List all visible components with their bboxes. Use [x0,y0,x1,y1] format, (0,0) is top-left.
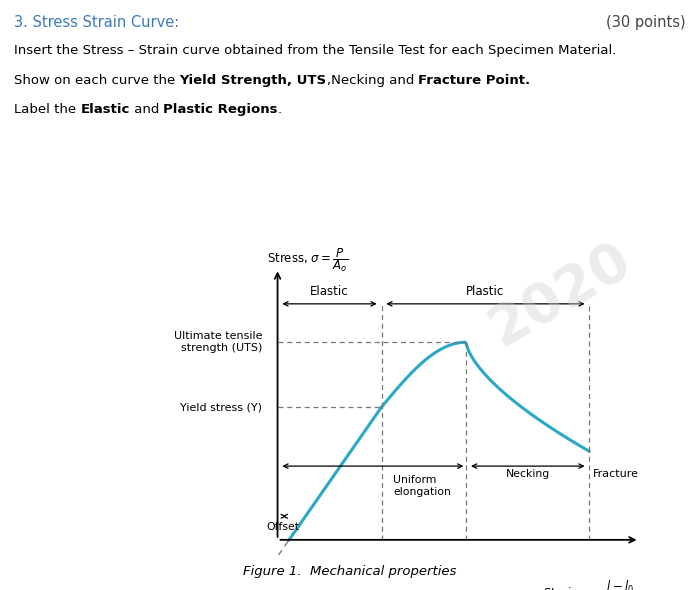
Text: Stress, $\sigma = \dfrac{P}{A_o}$: Stress, $\sigma = \dfrac{P}{A_o}$ [267,247,348,274]
Text: (30 points): (30 points) [606,15,686,30]
Text: Label the: Label the [14,103,80,116]
Text: Plastic: Plastic [466,285,505,298]
Text: 3. Stress Strain Curve:: 3. Stress Strain Curve: [14,15,179,30]
Text: Plastic Regions: Plastic Regions [163,103,278,116]
Text: Uniform
elongation: Uniform elongation [393,475,451,497]
Text: Offset: Offset [267,522,300,532]
Text: Yield stress (Y): Yield stress (Y) [181,402,262,412]
Text: Fracture: Fracture [594,469,639,479]
Text: Elastic: Elastic [310,285,349,298]
Text: Necking: Necking [505,469,550,479]
Text: Show on each curve the: Show on each curve the [14,74,179,87]
Text: Yield Strength, UTS: Yield Strength, UTS [179,74,327,87]
Text: Elastic: Elastic [80,103,130,116]
Text: Fracture Point.: Fracture Point. [418,74,531,87]
Text: and: and [130,103,163,116]
Text: Strain, $e = \dfrac{l - l_0}{l_0}$: Strain, $e = \dfrac{l - l_0}{l_0}$ [543,578,636,590]
Text: Insert the Stress – Strain curve obtained from the Tensile Test for each Specime: Insert the Stress – Strain curve obtaine… [14,44,617,57]
Text: Ultimate tensile
strength (UTS): Ultimate tensile strength (UTS) [174,331,262,353]
Text: 2020: 2020 [480,233,640,357]
Text: .: . [278,103,282,116]
Text: ,Necking and: ,Necking and [327,74,419,87]
Text: Figure 1.  Mechanical properties: Figure 1. Mechanical properties [244,565,456,578]
